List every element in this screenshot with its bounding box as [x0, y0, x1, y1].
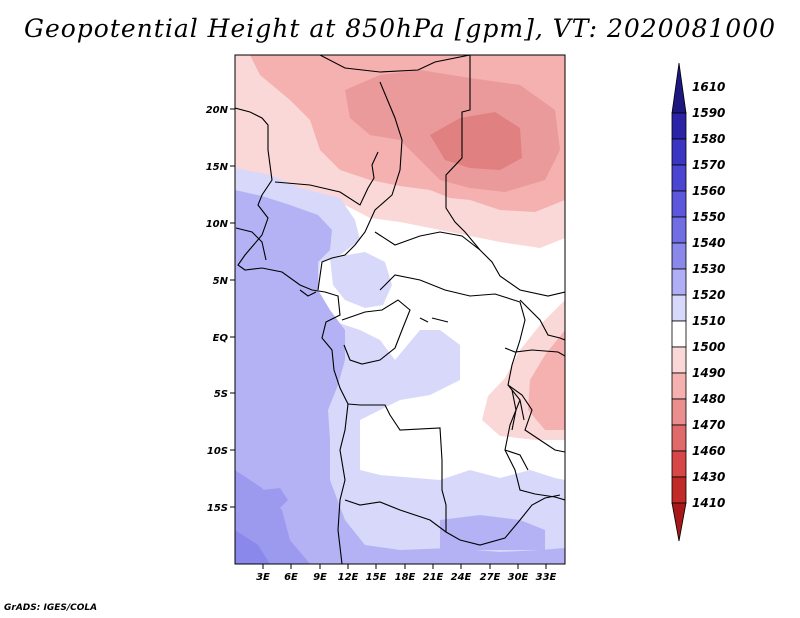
colorbar-swatch [671, 294, 687, 322]
colorbar-swatch [671, 190, 687, 218]
height-field [235, 55, 565, 564]
colorbar-label: 1520 [692, 288, 725, 302]
colorbar-label: 1480 [692, 392, 725, 406]
lon-label: 3E [256, 572, 270, 583]
lat-label: EQ [213, 333, 229, 344]
colorbar-swatch [671, 372, 687, 400]
colorbar-swatch [671, 424, 687, 452]
colorbar-swatch [671, 320, 687, 348]
lat-label: 5N [213, 276, 229, 287]
lat-label: 5S [214, 389, 228, 400]
colorbar-label: 1510 [692, 314, 725, 328]
colorbar-swatch [671, 268, 687, 296]
colorbar-label: 1530 [692, 262, 725, 276]
lat-label: 20N [206, 105, 229, 116]
colorbar-label: 1550 [692, 210, 725, 224]
map-frame [234, 54, 566, 565]
lat-label: 10S [207, 446, 228, 457]
colorbar-swatch [671, 164, 687, 192]
colorbar-label: 1570 [692, 158, 725, 172]
colorbar-label: 1500 [692, 340, 725, 354]
colorbar-label: 1540 [692, 236, 725, 250]
colorbar-label: 1470 [692, 418, 725, 432]
colorbar-arrow-top [671, 62, 687, 114]
lon-label: 12E [338, 572, 359, 583]
coastlines-borders [235, 55, 565, 564]
lon-label: 18E [395, 572, 416, 583]
lat-label: 15N [206, 162, 229, 173]
colorbar-swatch [671, 112, 687, 140]
lon-label: 9E [313, 572, 327, 583]
lon-label: 27E [480, 572, 501, 583]
colorbar: 1610 1590 1580 1570 1560 1550 1540 1530 1520 1510… [671, 62, 725, 542]
colorbar-label: 1430 [692, 470, 725, 484]
colorbar-swatch [671, 242, 687, 270]
colorbar-swatch [671, 216, 687, 244]
grads-credit: GrADS: IGES/COLA [4, 603, 98, 613]
lat-label: 15S [207, 503, 228, 514]
colorbar-label: 1590 [692, 106, 725, 120]
lon-label: 33E [536, 572, 557, 583]
lon-label: 15E [366, 572, 387, 583]
lat-label: 10N [206, 219, 229, 230]
colorbar-swatch [671, 138, 687, 166]
colorbar-label: 1410 [692, 496, 725, 510]
lon-label: 30E [508, 572, 529, 583]
colorbar-swatch [671, 346, 687, 374]
colorbar-swatch [671, 398, 687, 426]
colorbar-label: 1460 [692, 444, 725, 458]
colorbar-label: 1490 [692, 366, 725, 380]
colorbar-label: 1560 [692, 184, 725, 198]
lon-label: 24E [451, 572, 472, 583]
lon-label: 6E [284, 572, 298, 583]
colorbar-swatch [671, 450, 687, 478]
chart-title: Geopotential Height at 850hPa [gpm], VT:… [23, 14, 777, 43]
colorbar-label: 1610 [692, 80, 725, 94]
colorbar-label: 1580 [692, 132, 725, 146]
lon-label: 21E [423, 572, 444, 583]
colorbar-arrow-bottom [671, 502, 687, 542]
colorbar-swatch [671, 476, 687, 504]
